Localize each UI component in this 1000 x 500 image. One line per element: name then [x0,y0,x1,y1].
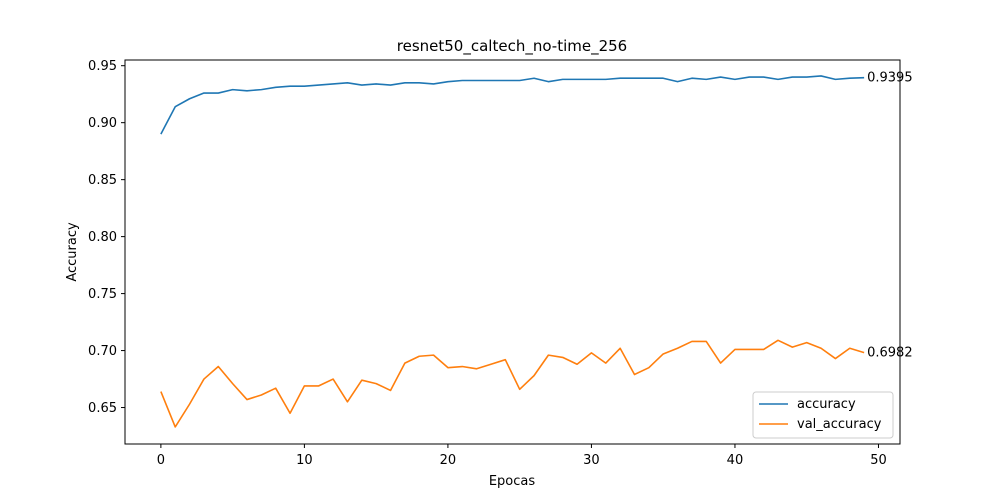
y-axis-label: Accuracy [65,222,80,282]
x-tick-label: 40 [727,453,744,468]
y-tick-label: 0.70 [88,344,117,359]
y-tick-label: 0.95 [88,59,117,74]
x-tick-label: 20 [440,453,457,468]
y-tick-label: 0.85 [88,173,117,188]
legend: accuracy val_accuracy [752,391,894,439]
x-axis-label: Epocas [489,474,536,489]
series-line-accuracy [160,75,865,135]
end-value-label-accuracy: 0.9395 [867,71,913,86]
x-tick-label: 30 [583,453,600,468]
series-line-val-accuracy [160,339,865,428]
y-tick-label: 0.80 [88,230,117,245]
legend-label-val-accuracy: val_accuracy [797,417,882,432]
y-tick-label: 0.65 [88,401,117,416]
plot-area [124,59,901,445]
x-axis: 0 10 20 30 40 50 [157,444,887,468]
y-axis: 0.65 0.70 0.75 0.80 0.85 0.90 0.95 [88,59,125,416]
x-tick-label: 10 [296,453,313,468]
legend-label-accuracy: accuracy [797,397,856,412]
chart-title: resnet50_caltech_no-time_256 [397,37,627,56]
series-group [160,75,865,428]
x-tick-label: 50 [870,453,887,468]
end-labels: 0.9395 0.6982 [867,71,913,361]
end-value-label-val-accuracy: 0.6982 [867,346,913,361]
y-tick-label: 0.75 [88,287,117,302]
y-tick-label: 0.90 [88,116,117,131]
x-tick-label: 0 [157,453,165,468]
